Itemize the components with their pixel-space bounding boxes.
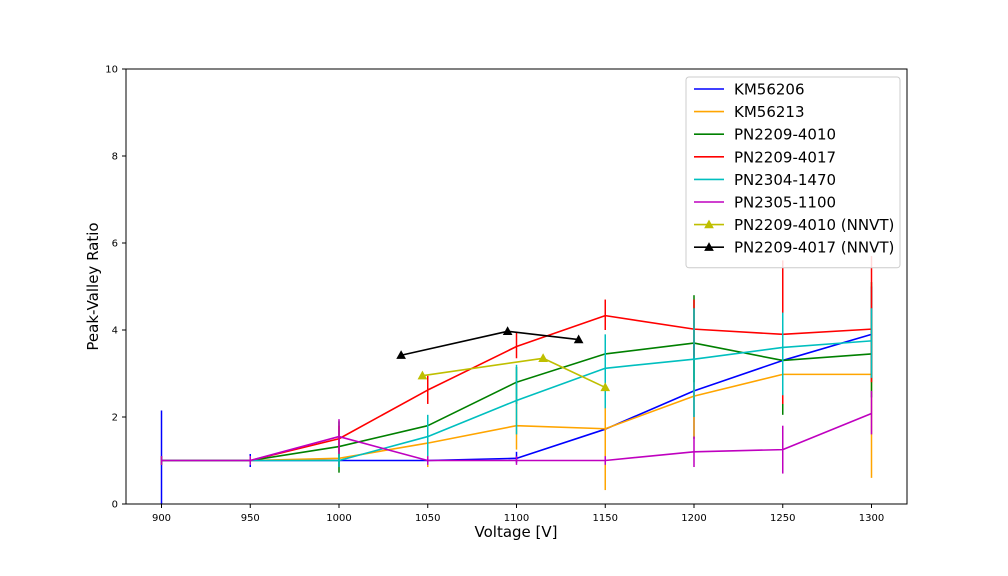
x-tick-label: 1100	[504, 513, 529, 524]
x-tick-label: 1250	[770, 513, 795, 524]
x-tick-label: 1050	[415, 513, 440, 524]
data-point	[538, 353, 548, 362]
legend-label: KM56213	[734, 103, 805, 121]
legend-marker	[704, 219, 714, 229]
y-axis-label: Peak-Valley Ratio	[84, 222, 102, 350]
x-tick-label: 900	[152, 513, 171, 524]
y-tick-label: 6	[112, 239, 118, 250]
x-tick-label: 1300	[859, 513, 884, 524]
y-tick-label: 0	[112, 500, 118, 511]
legend-marker	[704, 242, 714, 251]
y-tick-label: 10	[105, 65, 118, 76]
axes-layer: 900 950 1000 1050 1100 1150 1200 1250 1300 0 2 4 6 8 1…	[105, 65, 884, 525]
legend-label: PN2209-4010 (NNVT)	[734, 216, 894, 234]
series-line	[161, 412, 872, 462]
x-tick-label: 1000	[326, 513, 351, 524]
series-pn2305-1100	[160, 390, 873, 474]
legend-label: PN2209-4017	[734, 148, 836, 166]
legend-frame	[685, 76, 901, 269]
data-point	[573, 334, 584, 344]
legend-label: PN2209-4010	[734, 126, 836, 144]
y-tick-label: 2	[112, 413, 118, 424]
data-point	[600, 382, 611, 392]
legend-label: KM56206	[734, 81, 805, 99]
data-point	[417, 370, 428, 380]
legend-label: PN2304-1470	[734, 171, 836, 189]
x-axis-label: Voltage [V]	[475, 523, 558, 541]
x-tick-label: 1150	[593, 513, 618, 524]
series-layer	[160, 256, 873, 504]
y-tick-label: 4	[112, 326, 118, 337]
x-tick-label: 1200	[681, 513, 706, 524]
series-pn2209-4010-nnvt	[417, 353, 611, 392]
y-tick-label: 8	[112, 152, 118, 163]
legend-label: PN2305-1100	[734, 194, 836, 212]
series-line	[161, 340, 872, 462]
data-point	[396, 350, 406, 359]
x-tick-label: 950	[241, 513, 260, 524]
legend: KM56206 KM56213 PN2209-4010 PN2209-4017 PN23…	[685, 76, 901, 269]
legend-label: PN2209-4017 (NNVT)	[734, 239, 894, 257]
data-point	[502, 326, 513, 336]
axes-frame	[125, 68, 908, 505]
series-pn2209-4017-nnvt	[396, 326, 584, 359]
